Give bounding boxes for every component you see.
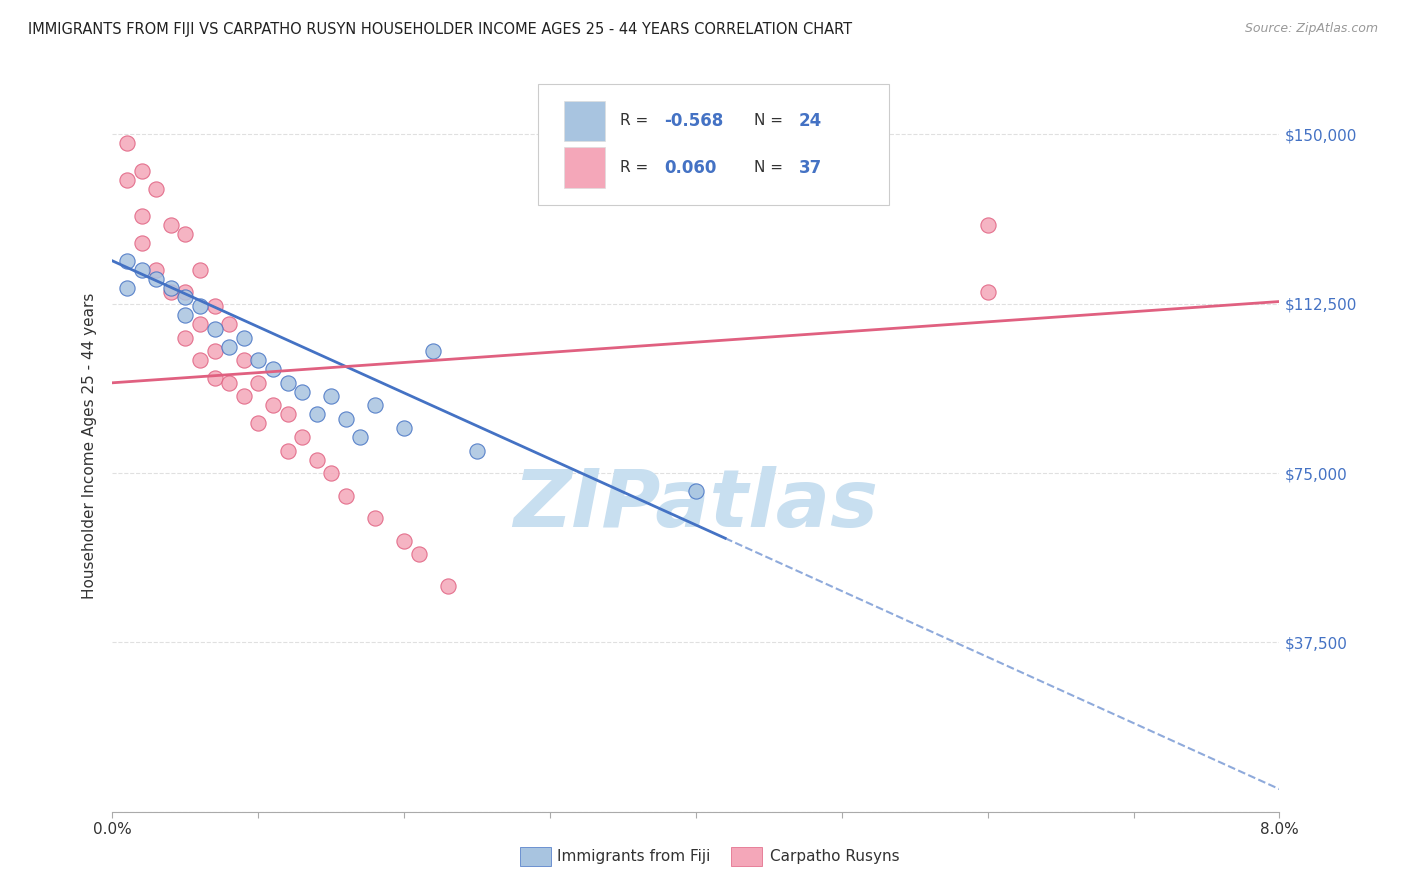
Text: 37: 37 xyxy=(799,159,823,177)
Point xyxy=(305,408,328,422)
FancyBboxPatch shape xyxy=(538,84,889,204)
Text: Carpatho Rusyns: Carpatho Rusyns xyxy=(770,849,900,863)
Text: R =: R = xyxy=(620,160,654,175)
FancyBboxPatch shape xyxy=(564,101,605,141)
Point xyxy=(218,376,240,390)
Point xyxy=(204,299,226,313)
Point xyxy=(188,263,211,277)
Point xyxy=(145,272,167,286)
Point xyxy=(232,353,254,368)
Point xyxy=(160,218,183,232)
Point xyxy=(465,443,488,458)
Point xyxy=(160,281,183,295)
Point xyxy=(204,321,226,335)
Point xyxy=(174,285,197,300)
Point xyxy=(349,430,371,444)
Point xyxy=(408,547,430,561)
Text: N =: N = xyxy=(754,113,789,128)
Point xyxy=(276,408,298,422)
Point xyxy=(188,353,211,368)
Point xyxy=(131,235,153,250)
Point xyxy=(115,281,138,295)
Text: 24: 24 xyxy=(799,112,823,130)
Point xyxy=(188,299,211,313)
Point xyxy=(276,376,298,390)
Point xyxy=(204,344,226,359)
Point xyxy=(115,253,138,268)
Text: Source: ZipAtlas.com: Source: ZipAtlas.com xyxy=(1244,22,1378,36)
FancyBboxPatch shape xyxy=(564,147,605,187)
Text: ZIPatlas: ZIPatlas xyxy=(513,466,879,543)
Text: Immigrants from Fiji: Immigrants from Fiji xyxy=(557,849,710,863)
Point xyxy=(232,331,254,345)
Point xyxy=(262,362,284,376)
Point xyxy=(204,371,226,385)
Point xyxy=(115,136,138,151)
Point xyxy=(247,417,270,431)
Point xyxy=(131,263,153,277)
Point xyxy=(218,317,240,331)
Point xyxy=(305,452,328,467)
Point xyxy=(276,443,298,458)
Point xyxy=(232,389,254,403)
Point xyxy=(247,353,270,368)
Point xyxy=(174,331,197,345)
Point xyxy=(392,421,416,435)
Text: -0.568: -0.568 xyxy=(665,112,724,130)
Point xyxy=(188,317,211,331)
Point xyxy=(218,340,240,354)
Text: N =: N = xyxy=(754,160,789,175)
Point xyxy=(262,398,284,412)
Point xyxy=(145,181,167,195)
Point xyxy=(174,308,197,322)
Point xyxy=(422,344,444,359)
Point xyxy=(321,389,343,403)
Point xyxy=(115,172,138,186)
Point xyxy=(131,209,153,223)
Y-axis label: Householder Income Ages 25 - 44 years: Householder Income Ages 25 - 44 years xyxy=(82,293,97,599)
Point xyxy=(174,227,197,241)
Point xyxy=(174,290,197,304)
Point xyxy=(321,466,343,480)
Point xyxy=(976,218,998,232)
Point xyxy=(364,511,387,525)
Point xyxy=(131,163,153,178)
Point xyxy=(145,263,167,277)
Point xyxy=(976,285,998,300)
Point xyxy=(392,533,416,548)
Point xyxy=(291,384,314,399)
Point xyxy=(364,398,387,412)
Point xyxy=(160,285,183,300)
Point xyxy=(247,376,270,390)
Text: 0.060: 0.060 xyxy=(665,159,717,177)
Point xyxy=(335,412,357,426)
Point xyxy=(685,484,707,499)
Text: R =: R = xyxy=(620,113,654,128)
Point xyxy=(335,489,357,503)
Point xyxy=(437,579,460,593)
Text: IMMIGRANTS FROM FIJI VS CARPATHO RUSYN HOUSEHOLDER INCOME AGES 25 - 44 YEARS COR: IMMIGRANTS FROM FIJI VS CARPATHO RUSYN H… xyxy=(28,22,852,37)
Point xyxy=(291,430,314,444)
